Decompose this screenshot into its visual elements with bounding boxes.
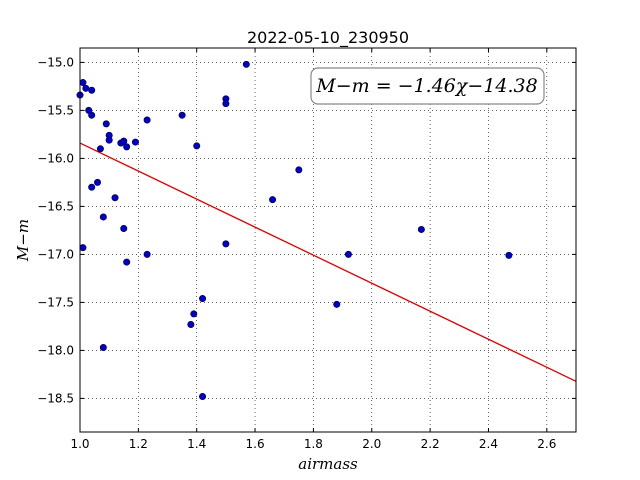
chart-title: 2022-05-10_230950 [247,28,409,48]
data-point [99,213,107,221]
y-tick-label: −18.5 [37,391,74,405]
x-tick-label: 1.6 [246,437,265,451]
x-tick-label: 2.4 [479,437,498,451]
data-point [79,79,87,87]
data-point [193,142,201,150]
y-tick-label: −16.5 [37,199,74,213]
data-point [102,120,110,128]
y-tick-label: −18.0 [37,343,74,357]
data-point [417,225,425,233]
data-point [94,178,102,186]
x-tick-label: 2.0 [362,437,381,451]
data-point [105,136,113,144]
x-tick-label: 1.8 [304,437,323,451]
plot-frame [79,47,577,433]
data-point [79,244,87,252]
data-point [269,196,277,204]
data-point [88,111,96,119]
fit-equation: M−m = −1.46χ−14.38 [315,75,537,97]
data-point [333,300,341,308]
data-point [96,145,104,153]
x-tick-label: 1.4 [187,437,206,451]
data-point [344,250,352,258]
data-point [82,84,90,92]
x-tick-label: 2.2 [421,437,440,451]
data-point [505,251,513,259]
x-axis-ticks: 1.0 1.2 1.4 1.6 1.8 2.0 2.2 2.4 2.6 [70,48,556,451]
y-axis-ticks: −15.0 −15.5 −16.0 −16.5 −17.0 −17.5 −18.0 −18.5 [37,55,576,405]
data-point [187,320,195,328]
data-point [111,194,119,202]
fit-equation-box: M−m = −1.46χ−14.38 [310,67,545,105]
data-point [199,295,207,303]
y-tick-label: −15.0 [37,55,74,69]
data-point [120,224,128,232]
data-point [178,111,186,119]
data-point [295,166,303,174]
x-tick-label: 1.0 [70,437,89,451]
fit-line-group [79,142,577,382]
data-point [143,250,151,258]
grid-lines [79,48,576,432]
y-tick-label: −17.0 [37,247,74,261]
data-point [99,344,107,352]
x-tick-label: 2.6 [537,437,556,451]
fit-line [79,142,577,382]
y-tick-label: −17.5 [37,295,74,309]
data-point [123,258,131,266]
y-tick-label: −16.0 [37,151,74,165]
data-point [190,310,198,318]
x-axis-label: airmass [298,455,358,473]
data-point [88,86,96,94]
data-point [88,183,96,191]
data-point [199,392,207,400]
x-tick-label: 1.2 [129,437,148,451]
data-point [131,138,139,146]
data-point [123,143,131,151]
data-point [143,116,151,124]
data-point [120,137,128,145]
y-tick-label: −15.5 [37,103,74,117]
data-point [222,100,230,108]
data-point [242,60,250,68]
data-point [222,240,230,248]
data-points [76,60,513,400]
y-axis-label: M−m [14,219,32,262]
